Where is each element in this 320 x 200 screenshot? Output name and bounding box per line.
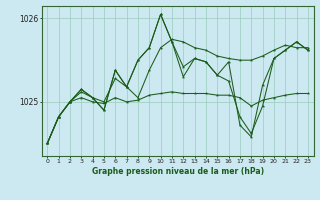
X-axis label: Graphe pression niveau de la mer (hPa): Graphe pression niveau de la mer (hPa): [92, 167, 264, 176]
